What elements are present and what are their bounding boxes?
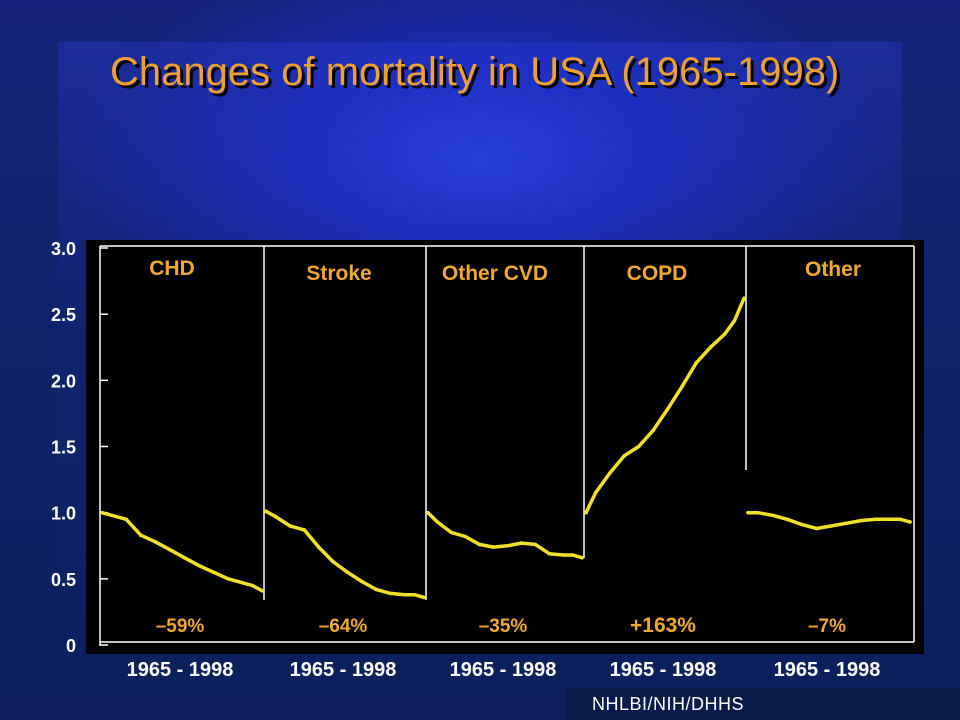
change-percent-label: +163%	[630, 614, 696, 637]
data-point	[153, 540, 158, 544]
change-percent-label: –7%	[808, 616, 846, 637]
data-point	[593, 491, 598, 495]
data-point	[211, 570, 216, 574]
data-point	[345, 570, 350, 574]
data-point	[898, 517, 902, 522]
data-point	[403, 592, 407, 597]
data-point	[388, 591, 393, 596]
data-point	[680, 385, 684, 389]
data-point	[732, 319, 737, 323]
panel-stroke: Stroke –64% 1965 - 1998	[264, 262, 426, 681]
data-point	[491, 545, 496, 549]
data-point	[665, 407, 670, 412]
data-point	[412, 592, 417, 597]
y-tick-label: 0.5	[51, 570, 76, 590]
data-point	[505, 544, 510, 548]
y-tick-label: 3.0	[51, 239, 76, 259]
x-axis-label: 1965 - 1998	[774, 659, 881, 681]
change-percent-label: –64%	[319, 616, 368, 637]
data-point	[139, 533, 143, 537]
panel-name-label: CHD	[149, 257, 195, 280]
data-point	[533, 542, 538, 547]
y-tick-label: 1.5	[51, 438, 76, 458]
data-point	[360, 579, 364, 584]
data-point	[422, 595, 426, 600]
data-point	[908, 520, 912, 524]
data-point	[584, 510, 588, 515]
plot-area	[86, 240, 924, 654]
data-point	[770, 513, 775, 518]
panel-chd: CHD –59% 1965 - 1998	[100, 257, 264, 681]
data-point	[814, 526, 819, 531]
slide-title: Changes of mortality in USA (1965-1998)	[110, 50, 840, 94]
panel-name-label: COPD	[627, 262, 688, 285]
data-point	[240, 581, 245, 585]
data-point	[580, 555, 584, 560]
data-point	[651, 428, 655, 433]
data-point	[519, 541, 524, 545]
y-tick-label: 2.5	[51, 305, 76, 325]
x-axis-label: 1965 - 1998	[290, 659, 397, 681]
data-point	[694, 361, 698, 365]
x-axis-label: 1965 - 1998	[610, 659, 717, 681]
plot-frame	[99, 245, 915, 646]
data-point	[829, 524, 834, 528]
data-point	[636, 444, 641, 449]
data-point	[746, 510, 750, 515]
data-point	[756, 510, 760, 515]
data-point	[547, 551, 552, 556]
panel-name-label: Other	[805, 258, 861, 281]
data-point	[250, 583, 255, 588]
data-point	[197, 563, 201, 568]
data-point	[463, 534, 468, 539]
panel-name-label: Stroke	[306, 262, 371, 285]
y-tick-label: 2.0	[51, 371, 76, 391]
data-point	[477, 542, 482, 547]
y-tick-label: 1.0	[51, 504, 76, 524]
panel-other-cvd: Other CVD –35% 1965 - 1998	[426, 262, 584, 681]
x-axis-label: 1965 - 1998	[450, 659, 557, 681]
data-point	[226, 577, 230, 581]
source-credit: NHLBI/NIH/DHHS	[566, 688, 960, 720]
data-point	[374, 587, 378, 592]
data-point	[168, 547, 172, 552]
data-point	[708, 345, 713, 350]
x-axis-label: 1965 - 1998	[127, 659, 234, 681]
data-point	[622, 454, 627, 458]
data-point	[260, 588, 264, 593]
y-tick-label: 0	[66, 636, 76, 656]
data-point	[273, 514, 278, 519]
data-point	[449, 530, 454, 535]
data-point	[302, 528, 307, 532]
data-point	[608, 471, 612, 475]
change-percent-label: –35%	[479, 616, 528, 637]
data-point	[888, 517, 893, 522]
data-point	[785, 517, 790, 522]
data-point	[859, 518, 863, 523]
data-point	[435, 520, 440, 524]
data-point	[844, 521, 848, 526]
panel-copd: COPD +163% 1965 - 1998	[584, 262, 746, 681]
data-point	[264, 509, 268, 514]
panel-other: Other –7% 1965 - 1998	[746, 258, 912, 681]
y-axis: 0 0.5 1.0 1.5 2.0 2.5 3.0	[51, 239, 108, 656]
data-point	[182, 555, 187, 560]
data-point	[331, 559, 335, 564]
panel-name-label: Other CVD	[442, 262, 548, 285]
change-percent-label: –59%	[156, 616, 205, 637]
data-point	[742, 296, 746, 301]
data-point	[800, 522, 804, 527]
data-point	[316, 545, 321, 549]
data-point	[100, 510, 104, 515]
data-point	[426, 510, 430, 515]
data-point	[873, 517, 878, 522]
data-point	[570, 553, 575, 557]
data-point	[561, 553, 566, 557]
data-point	[109, 513, 114, 518]
data-point	[723, 332, 727, 336]
data-point	[288, 524, 292, 528]
data-point	[124, 517, 128, 522]
